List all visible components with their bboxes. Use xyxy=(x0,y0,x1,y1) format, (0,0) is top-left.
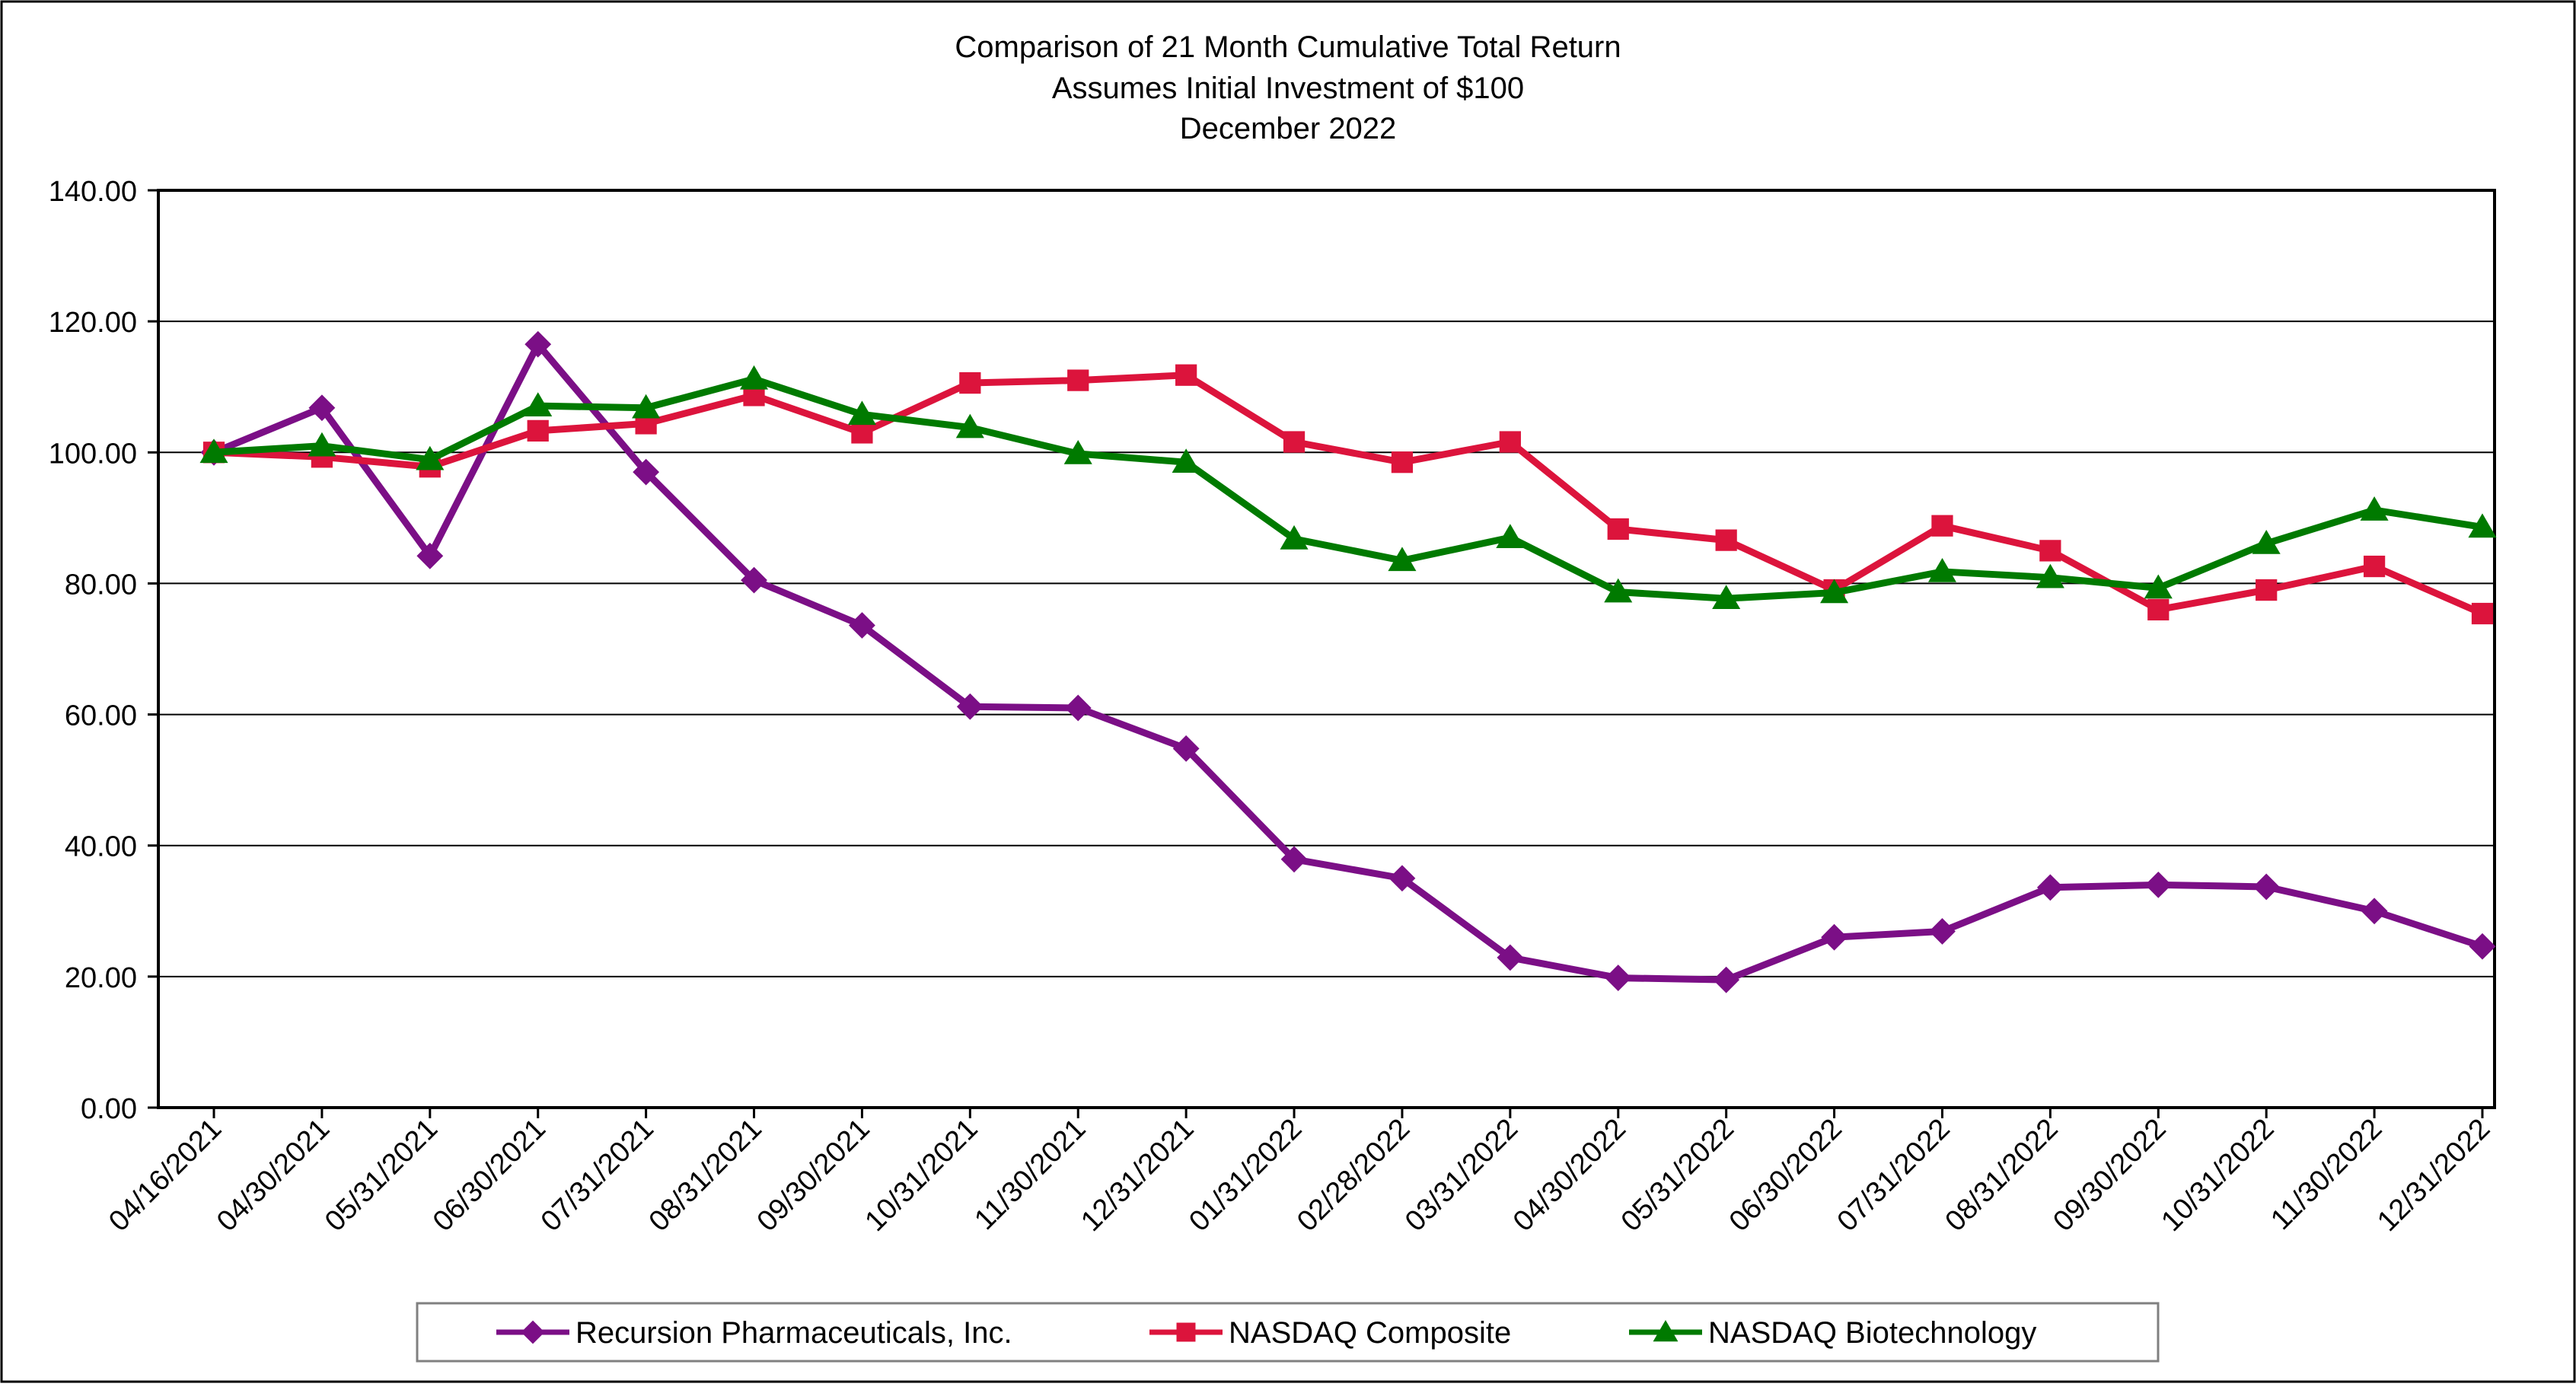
legend: Recursion Pharmaceuticals, Inc. NASDAQ Co… xyxy=(416,1302,2160,1363)
chart-subtitle-1: Assumes Initial Investment of $100 xyxy=(1052,72,1524,105)
data-point xyxy=(308,432,336,457)
data-point xyxy=(1175,364,1197,386)
chart-subtitle-2: December 2022 xyxy=(1180,112,1397,145)
data-point xyxy=(2039,540,2061,562)
data-point xyxy=(955,413,984,438)
data-point xyxy=(524,330,552,358)
data-point xyxy=(849,612,875,639)
data-point xyxy=(959,371,981,394)
y-tick-label: 100.00 xyxy=(49,438,137,470)
data-point xyxy=(956,693,984,720)
data-point xyxy=(2471,602,2494,625)
data-point xyxy=(1388,865,1416,892)
y-tick-label: 20.00 xyxy=(65,962,137,994)
data-point xyxy=(524,392,553,416)
data-point xyxy=(1713,966,1740,993)
series-lines xyxy=(199,330,2497,993)
data-point xyxy=(199,438,228,464)
series-2 xyxy=(199,365,2497,610)
data-point xyxy=(2468,513,2497,538)
data-point xyxy=(632,394,661,419)
data-point xyxy=(2256,579,2278,601)
chart-title: Comparison of 21 Month Cumulative Total … xyxy=(955,30,1621,64)
plot-area-border xyxy=(157,189,2496,1109)
data-point xyxy=(741,566,767,594)
data-point xyxy=(1063,440,1092,464)
data-point xyxy=(1927,557,1957,582)
legend-items: Recursion Pharmaceuticals, Inc. NASDAQ Co… xyxy=(496,1316,2036,1350)
series-line xyxy=(213,375,2483,602)
y-tick-label: 120.00 xyxy=(49,307,137,339)
data-point xyxy=(1388,547,1417,572)
legend-marker xyxy=(1653,1320,1679,1342)
data-point xyxy=(1497,944,1524,971)
data-point xyxy=(1283,431,1306,453)
data-point xyxy=(2360,496,2389,521)
y-tick-label: 80.00 xyxy=(65,569,137,601)
legend-label: Recursion Pharmaceuticals, Inc. xyxy=(575,1316,1012,1350)
data-point xyxy=(1391,451,1414,473)
data-point xyxy=(2036,563,2064,588)
legend-marker xyxy=(521,1320,545,1344)
data-point xyxy=(1604,578,1633,603)
data-point xyxy=(1931,515,1953,537)
y-tick-label: 60.00 xyxy=(65,700,137,732)
legend-label: NASDAQ Composite xyxy=(1229,1316,1511,1350)
data-point xyxy=(851,422,873,444)
data-point xyxy=(2144,871,2172,898)
data-point xyxy=(1496,524,1525,548)
y-tick-label: 40.00 xyxy=(65,831,137,863)
data-point xyxy=(2469,933,2496,960)
data-point xyxy=(739,365,769,390)
data-point xyxy=(1715,529,1737,551)
data-point xyxy=(2363,555,2386,578)
data-point xyxy=(1172,448,1200,473)
gridlines xyxy=(148,189,2495,1118)
data-point xyxy=(1280,525,1309,550)
data-point xyxy=(1499,431,1521,453)
data-point xyxy=(1605,965,1632,991)
y-axis-tick-labels: 0.00 20.00 40.00 60.00 80.00 100.00 120.00 140.… xyxy=(49,176,137,1125)
y-tick-label: 140.00 xyxy=(49,176,137,208)
data-point xyxy=(416,542,444,569)
data-point xyxy=(1172,735,1200,762)
legend-label: NASDAQ Biotechnology xyxy=(1708,1316,2036,1350)
data-point xyxy=(2361,898,2388,925)
data-point xyxy=(847,400,876,426)
data-point xyxy=(2144,574,2173,599)
data-point xyxy=(527,419,549,442)
data-point xyxy=(1280,846,1308,873)
data-point xyxy=(1712,585,1741,610)
data-point xyxy=(2252,529,2281,554)
data-point xyxy=(1929,918,1956,945)
data-point xyxy=(2036,874,2064,901)
data-point xyxy=(308,394,336,422)
data-point xyxy=(416,445,445,470)
data-point xyxy=(1820,579,1849,604)
data-point xyxy=(1064,694,1092,722)
data-point xyxy=(633,458,660,486)
data-point xyxy=(1607,518,1629,540)
legend-marker xyxy=(1176,1322,1196,1342)
data-point xyxy=(1067,369,1089,391)
y-tick-label: 0.00 xyxy=(81,1093,137,1125)
legend-box xyxy=(416,1302,2160,1363)
data-point xyxy=(2252,873,2280,901)
data-point xyxy=(1821,923,1848,951)
data-point xyxy=(2147,598,2170,620)
